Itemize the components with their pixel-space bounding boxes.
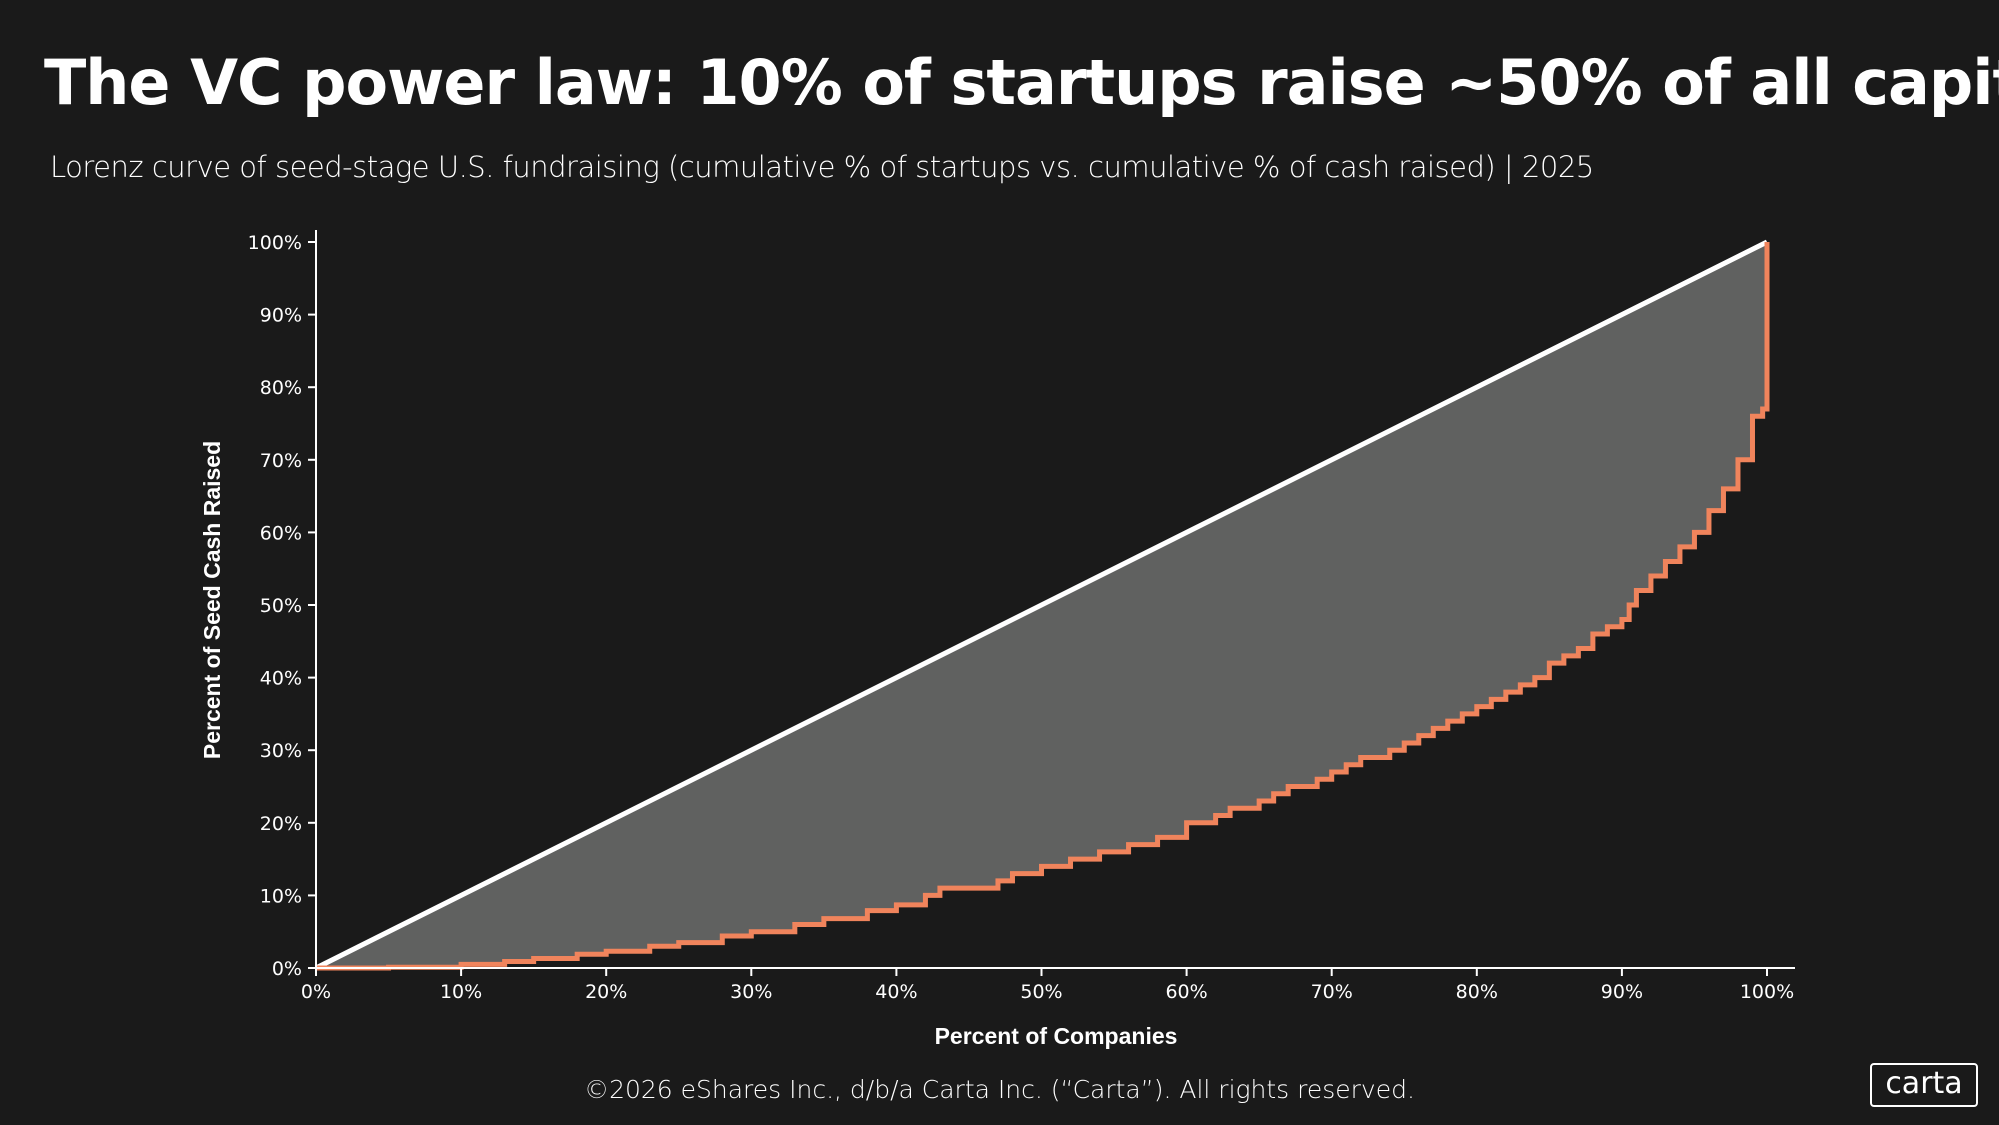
chart-title: The VC power law: 10% of startups raise … <box>44 46 1999 119</box>
y-tick-label: 50% <box>260 595 302 617</box>
y-tick-label: 80% <box>260 377 302 399</box>
y-tick-label: 0% <box>272 958 302 980</box>
equality-line <box>314 239 1769 971</box>
x-tick-label: 0% <box>301 981 331 1003</box>
lorenz-curve <box>316 242 1770 971</box>
y-tick-label: 60% <box>260 522 302 544</box>
carta-logo: carta <box>1870 1063 1978 1107</box>
chart-subtitle: Lorenz curve of seed-stage U.S. fundrais… <box>50 150 1594 184</box>
x-tick-label: 50% <box>1020 981 1062 1003</box>
x-tick-label: 10% <box>440 981 482 1003</box>
y-axis-title: Percent of Seed Cash Raised <box>199 441 225 759</box>
y-tick-label: 90% <box>260 305 302 327</box>
y-tick-label: 100% <box>248 232 302 254</box>
y-tick-label: 70% <box>260 450 302 472</box>
y-tick-label: 30% <box>260 740 302 762</box>
x-axis-title: Percent of Companies <box>935 1023 1178 1049</box>
x-tick-label: 20% <box>585 981 627 1003</box>
x-tick-label: 70% <box>1311 981 1353 1003</box>
x-tick-label: 100% <box>1740 981 1794 1003</box>
y-tick-label: 10% <box>260 885 302 907</box>
x-tick-label: 40% <box>875 981 917 1003</box>
x-tick-label: 60% <box>1165 981 1207 1003</box>
y-tick-label: 40% <box>260 668 302 690</box>
copyright-footer: ©2026 eShares Inc., d/b/a Carta Inc. (“C… <box>584 1075 1415 1104</box>
x-tick-label: 80% <box>1456 981 1498 1003</box>
y-tick-label: 20% <box>260 813 302 835</box>
x-tick-label: 30% <box>730 981 772 1003</box>
x-tick-label: 90% <box>1601 981 1643 1003</box>
